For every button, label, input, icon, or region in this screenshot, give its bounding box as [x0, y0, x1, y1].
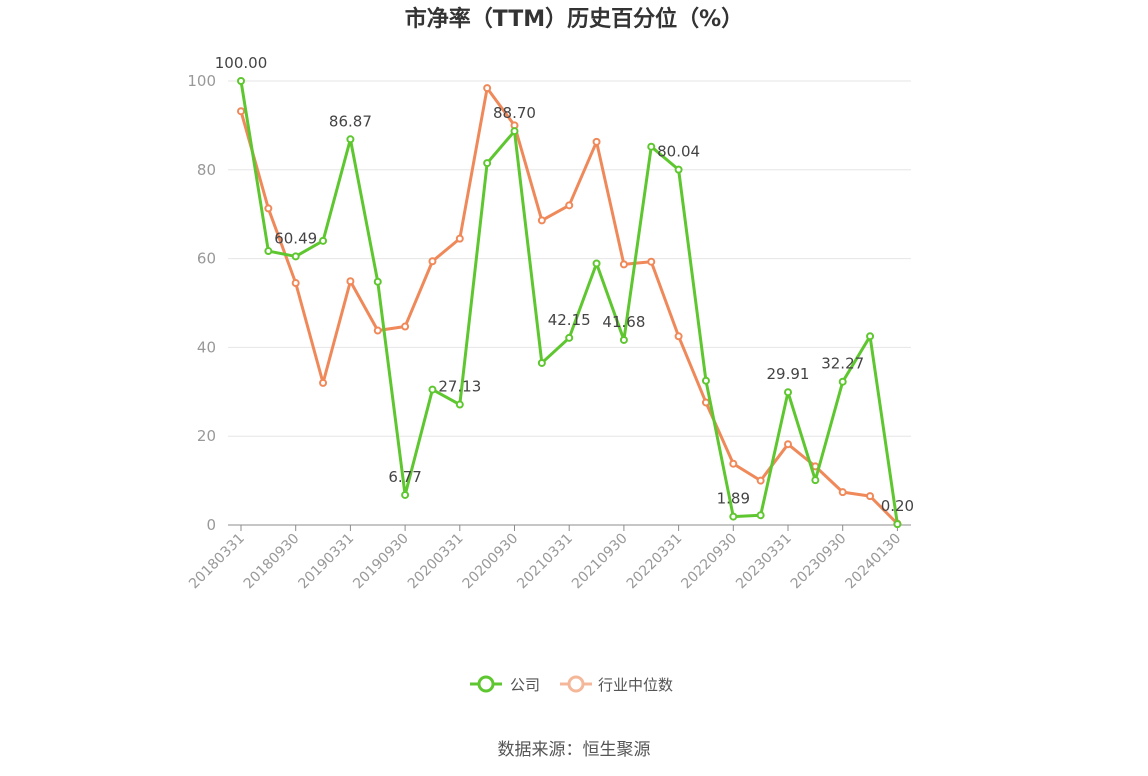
x-tick-label: 20220930	[678, 531, 740, 593]
data-label: 6.77	[388, 468, 421, 486]
data-point[interactable]	[729, 512, 738, 521]
data-point[interactable]	[838, 488, 847, 497]
data-point[interactable]	[537, 358, 546, 367]
data-label: 100.00	[215, 54, 268, 72]
data-point[interactable]	[237, 77, 245, 85]
data-point[interactable]	[264, 204, 273, 213]
data-label: 29.91	[767, 365, 810, 383]
y-tick-label: 20	[197, 427, 216, 445]
data-point[interactable]	[866, 332, 875, 341]
data-point[interactable]	[866, 492, 875, 501]
data-label: 88.70	[493, 104, 536, 122]
y-tick-label: 60	[197, 250, 216, 268]
x-tick-label: 20200331	[405, 531, 467, 593]
x-tick-label: 20210331	[514, 531, 576, 593]
data-point[interactable]	[401, 490, 410, 499]
data-label: 86.87	[329, 112, 372, 130]
data-point[interactable]	[483, 84, 492, 93]
data-label: 41.68	[602, 313, 645, 331]
y-tick-label: 0	[206, 516, 216, 534]
data-point[interactable]	[373, 277, 382, 286]
data-point[interactable]	[592, 137, 601, 146]
data-point[interactable]	[510, 127, 519, 136]
data-point[interactable]	[346, 135, 355, 144]
series-line	[239, 80, 899, 525]
x-tick-label: 20240130	[843, 531, 905, 593]
data-point[interactable]	[619, 260, 628, 269]
data-point[interactable]	[701, 398, 710, 407]
legend-label: 公司	[510, 676, 540, 694]
data-point[interactable]	[756, 511, 765, 520]
legend-marker-icon	[567, 675, 585, 693]
data-label: 60.49	[274, 229, 317, 247]
data-point[interactable]	[619, 335, 628, 344]
y-tick-label: 40	[197, 338, 216, 356]
data-point[interactable]	[811, 476, 820, 485]
y-tick-label: 100	[187, 72, 216, 90]
data-point[interactable]	[784, 388, 792, 397]
data-point[interactable]	[319, 378, 328, 387]
data-label: 42.15	[548, 311, 591, 329]
data-point[interactable]	[291, 252, 300, 261]
data-point[interactable]	[483, 159, 492, 168]
data-label: 32.27	[821, 355, 864, 373]
data-point[interactable]	[346, 277, 355, 286]
data-point[interactable]	[674, 165, 683, 174]
data-label: 80.04	[657, 143, 700, 161]
data-point[interactable]	[647, 257, 656, 266]
legend-item[interactable]: 行业中位数	[560, 675, 673, 694]
legend-label: 行业中位数	[598, 676, 673, 694]
x-tick-label: 20230930	[788, 531, 850, 593]
data-point[interactable]	[756, 476, 765, 485]
data-point[interactable]	[838, 377, 847, 386]
data-point[interactable]	[537, 216, 546, 225]
data-point[interactable]	[647, 142, 656, 151]
data-label: 0.20	[881, 497, 914, 515]
data-point[interactable]	[401, 322, 410, 331]
chart-title: 市净率（TTM）历史百分位（%）	[405, 6, 743, 32]
data-label: 27.13	[438, 378, 481, 396]
y-tick-label: 80	[197, 161, 216, 179]
data-point[interactable]	[674, 332, 683, 341]
data-point[interactable]	[729, 459, 738, 468]
series-layer	[237, 77, 902, 529]
data-point[interactable]	[455, 400, 464, 409]
data-point[interactable]	[701, 376, 710, 385]
data-point[interactable]	[264, 247, 273, 256]
data-point[interactable]	[565, 333, 574, 342]
x-tick-label: 20190930	[350, 531, 412, 593]
data-point[interactable]	[565, 201, 574, 210]
x-tick-label: 20190331	[296, 531, 358, 593]
x-tick-label: 20180331	[186, 531, 248, 593]
data-point[interactable]	[237, 107, 245, 116]
legend-item[interactable]: 公司	[470, 675, 540, 694]
data-point[interactable]	[592, 259, 601, 268]
data-point[interactable]	[428, 257, 437, 266]
data-point[interactable]	[455, 234, 464, 243]
source-note: 数据来源：恒生聚源	[498, 740, 651, 760]
legend: 公司 行业中位数	[470, 675, 673, 694]
data-point[interactable]	[291, 279, 300, 288]
data-point[interactable]	[373, 326, 382, 335]
data-point[interactable]	[428, 385, 437, 394]
series-line	[239, 86, 899, 525]
data-label-layer: 100.00 60.49 86.87 6.77 27.13 88.70 42.15 41.68…	[215, 54, 914, 515]
data-point[interactable]	[893, 520, 902, 529]
data-label: 1.89	[717, 490, 750, 508]
x-tick-label: 20180930	[241, 531, 303, 593]
data-point[interactable]	[319, 236, 328, 245]
x-tick-label: 20230331	[733, 531, 795, 593]
legend-marker-icon	[477, 675, 495, 693]
data-point[interactable]	[784, 440, 792, 449]
axis-layer: 0 20 40 60 80 100 2018033120180930201903312019…	[186, 72, 911, 592]
x-tick-label: 20220331	[624, 531, 686, 593]
x-tick-label: 20210930	[569, 531, 631, 593]
x-tick-label: 20200930	[460, 531, 522, 593]
